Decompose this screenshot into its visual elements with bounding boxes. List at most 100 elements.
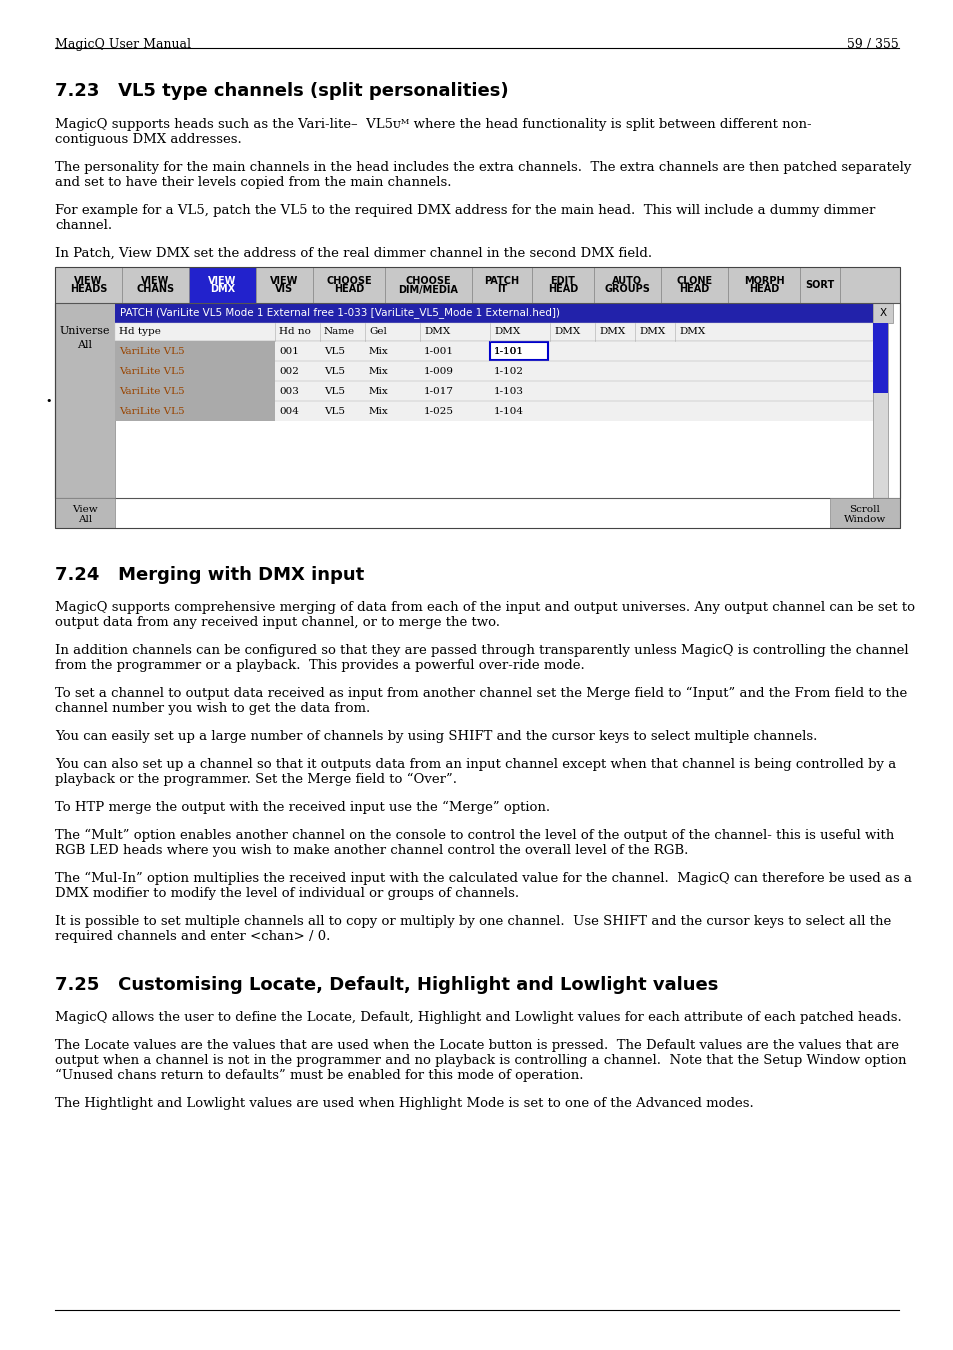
Text: 1-017: 1-017 [423, 386, 454, 396]
Text: output data from any received input channel, or to merge the two.: output data from any received input chan… [55, 616, 499, 629]
Bar [115, 342, 274, 360]
Text: For example for a VL5, patch the VL5 to the required DMX address for the main he: For example for a VL5, patch the VL5 to … [55, 204, 875, 217]
Text: VL5: VL5 [324, 366, 345, 375]
Text: channel number you wish to get the data from.: channel number you wish to get the data … [55, 702, 370, 716]
Text: View: View [72, 505, 98, 514]
Text: Scroll: Scroll [849, 505, 880, 514]
Text: CLONE: CLONE [676, 275, 712, 285]
Text: PATCH: PATCH [484, 275, 519, 285]
Bar [115, 323, 872, 342]
Text: from the programmer or a playback.  This provides a powerful over-ride mode.: from the programmer or a playback. This … [55, 659, 584, 672]
Text: DMX: DMX [494, 328, 519, 336]
Bar [55, 267, 122, 302]
Text: required channels and enter <chan> / 0.: required channels and enter <chan> / 0. [55, 930, 330, 944]
Text: DMX: DMX [679, 328, 704, 336]
Text: 59 / 355: 59 / 355 [846, 38, 898, 51]
Bar [55, 302, 899, 498]
Bar [115, 401, 274, 421]
Text: contiguous DMX addresses.: contiguous DMX addresses. [55, 134, 241, 146]
Text: HEAD: HEAD [547, 285, 578, 294]
Text: Mix: Mix [369, 366, 388, 375]
Text: HEAD: HEAD [334, 285, 364, 294]
Text: The Locate values are the values that are used when the Locate button is pressed: The Locate values are the values that ar… [55, 1040, 898, 1052]
Text: To set a channel to output data received as input from another channel set the M: To set a channel to output data received… [55, 687, 906, 701]
Bar [313, 267, 385, 302]
Bar [829, 498, 899, 528]
Bar [800, 267, 840, 302]
Bar [872, 323, 887, 498]
Text: IT: IT [497, 285, 507, 294]
Text: 7.23   VL5 type channels (split personalities): 7.23 VL5 type channels (split personalit… [55, 82, 508, 100]
Text: Gel: Gel [369, 328, 387, 336]
Text: Mix: Mix [369, 406, 388, 416]
Text: EDIT: EDIT [550, 275, 575, 285]
Text: 002: 002 [278, 366, 298, 375]
Text: All: All [78, 516, 92, 525]
Text: GROUPS: GROUPS [604, 285, 650, 294]
Bar [274, 401, 872, 421]
Text: DMX: DMX [210, 285, 234, 294]
Text: VL5: VL5 [324, 406, 345, 416]
Text: MagicQ allows the user to define the Locate, Default, Highlight and Lowlight val: MagicQ allows the user to define the Loc… [55, 1011, 901, 1025]
Text: X: X [879, 308, 885, 319]
Text: CHOOSE: CHOOSE [326, 275, 372, 285]
Text: VL5: VL5 [324, 386, 345, 396]
Text: VariLite VL5: VariLite VL5 [119, 406, 185, 416]
Bar [115, 302, 872, 323]
Bar [274, 360, 872, 381]
Text: VIEW: VIEW [74, 275, 103, 285]
Bar [255, 267, 313, 302]
Bar [122, 267, 189, 302]
Text: You can easily set up a large number of channels by using SHIFT and the cursor k: You can easily set up a large number of … [55, 730, 817, 742]
Text: 001: 001 [278, 347, 298, 355]
Text: PATCH (VariLite VL5 Mode 1 External free 1-033 [VariLite_VL5_Mode 1 External.hed: PATCH (VariLite VL5 Mode 1 External free… [120, 308, 559, 319]
Bar [872, 323, 887, 393]
Text: 1-101: 1-101 [494, 347, 523, 355]
Text: The “Mult” option enables another channel on the console to control the level of: The “Mult” option enables another channe… [55, 829, 893, 842]
Text: VIS: VIS [275, 285, 294, 294]
Text: Window: Window [843, 516, 885, 525]
Text: CHANS: CHANS [136, 285, 174, 294]
Bar [274, 342, 872, 360]
Bar [189, 267, 255, 302]
Bar [385, 267, 472, 302]
Text: To HTP merge the output with the received input use the “Merge” option.: To HTP merge the output with the receive… [55, 801, 550, 814]
Text: VariLite VL5: VariLite VL5 [119, 386, 185, 396]
Bar [490, 342, 547, 360]
Bar [115, 360, 274, 381]
Text: MORPH: MORPH [743, 275, 783, 285]
Text: 1-104: 1-104 [494, 406, 523, 416]
Bar [532, 267, 594, 302]
Text: 7.24   Merging with DMX input: 7.24 Merging with DMX input [55, 566, 364, 585]
Text: •: • [46, 396, 52, 405]
Text: MagicQ supports comprehensive merging of data from each of the input and output : MagicQ supports comprehensive merging of… [55, 601, 914, 614]
Text: HEAD: HEAD [679, 285, 709, 294]
Bar [840, 267, 899, 302]
Text: CHOOSE: CHOOSE [405, 275, 451, 285]
Text: DMX modifier to modify the level of individual or groups of channels.: DMX modifier to modify the level of indi… [55, 887, 518, 900]
Text: DIM/MEDIA: DIM/MEDIA [398, 285, 458, 294]
Text: VL5: VL5 [324, 347, 345, 355]
Bar [727, 267, 800, 302]
Bar [115, 381, 274, 401]
Text: “Unused chans return to defaults” must be enabled for this mode of operation.: “Unused chans return to defaults” must b… [55, 1069, 583, 1083]
Text: VariLite VL5: VariLite VL5 [119, 347, 185, 355]
Text: The Hightlight and Lowlight values are used when Highlight Mode is set to one of: The Hightlight and Lowlight values are u… [55, 1098, 753, 1110]
Text: MagicQ User Manual: MagicQ User Manual [55, 38, 191, 51]
Text: 1-102: 1-102 [494, 366, 523, 375]
Text: Mix: Mix [369, 347, 388, 355]
Bar [660, 267, 727, 302]
Text: Name: Name [324, 328, 355, 336]
Text: VariLite VL5: VariLite VL5 [119, 366, 185, 375]
Text: HEADS: HEADS [70, 285, 107, 294]
Text: Universe: Universe [60, 325, 111, 336]
Bar [55, 498, 115, 528]
Bar [594, 267, 660, 302]
Text: AUTO: AUTO [612, 275, 642, 285]
Text: DMX: DMX [639, 328, 664, 336]
Text: You can also set up a channel so that it outputs data from an input channel exce: You can also set up a channel so that it… [55, 757, 895, 771]
Text: All: All [77, 340, 92, 350]
Bar [872, 302, 892, 323]
Text: DMX: DMX [598, 328, 624, 336]
Text: HEAD: HEAD [748, 285, 779, 294]
